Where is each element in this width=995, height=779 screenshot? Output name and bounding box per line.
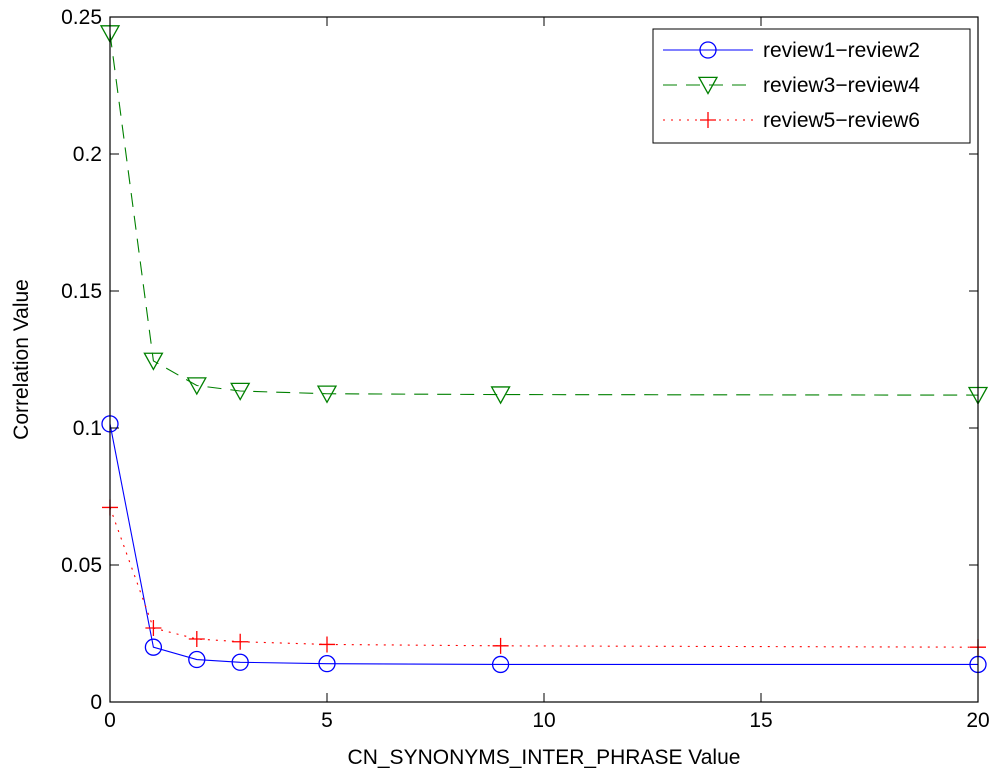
data-point-series-2 <box>490 386 511 405</box>
y-tick-label: 0.2 <box>73 143 102 166</box>
series-line-2 <box>109 33 979 396</box>
data-point-series-3 <box>145 620 162 637</box>
data-point-series-2 <box>230 382 251 401</box>
x-tick-label: 0 <box>104 709 116 732</box>
legend-label-2: review3−review4 <box>763 74 920 97</box>
data-point-series-1 <box>318 654 336 673</box>
data-point-series-3 <box>492 637 509 654</box>
series-line-3 <box>109 507 979 648</box>
data-point-series-3 <box>232 633 249 650</box>
data-point-series-2 <box>186 377 207 396</box>
data-point-series-1 <box>231 653 249 671</box>
y-tick-label: 0.25 <box>61 6 102 29</box>
y-tick-label: 0.05 <box>61 554 102 577</box>
x-tick-label: 15 <box>749 709 772 732</box>
data-point-series-2 <box>316 385 338 404</box>
data-point-series-2 <box>143 352 164 371</box>
data-point-series-1 <box>144 638 163 656</box>
legend: review1−review2 review3−review4 review5−re… <box>652 28 971 144</box>
data-point-series-3 <box>319 636 335 653</box>
x-axis: 0 5 10 15 20 <box>104 17 990 732</box>
y-tick-label: 0.1 <box>73 417 102 440</box>
x-tick-label: 5 <box>321 709 333 732</box>
x-tick-label: 10 <box>532 709 555 732</box>
series-line-1 <box>109 423 978 666</box>
y-axis-label: Correlation Value <box>10 279 33 440</box>
legend-marker-2 <box>697 76 719 95</box>
legend-label-3: review5−review6 <box>763 109 920 132</box>
data-point-series-1 <box>491 655 510 674</box>
legend-box <box>652 28 971 144</box>
data-point-series-3 <box>188 630 205 647</box>
legend-marker-3 <box>700 112 716 128</box>
x-tick-label: 20 <box>966 709 989 732</box>
y-tick-label: 0.15 <box>61 280 102 303</box>
x-axis-label: CN_SYNONYMS_INTER_PHRASE Value <box>348 746 741 769</box>
data-point-series-1 <box>188 650 206 669</box>
y-axis: 0 0.05 0.1 0.15 0.2 0.25 <box>61 6 978 714</box>
legend-label-1: review1−review2 <box>763 39 920 62</box>
y-tick-label: 0 <box>90 691 102 714</box>
legend-marker-1 <box>699 41 717 59</box>
